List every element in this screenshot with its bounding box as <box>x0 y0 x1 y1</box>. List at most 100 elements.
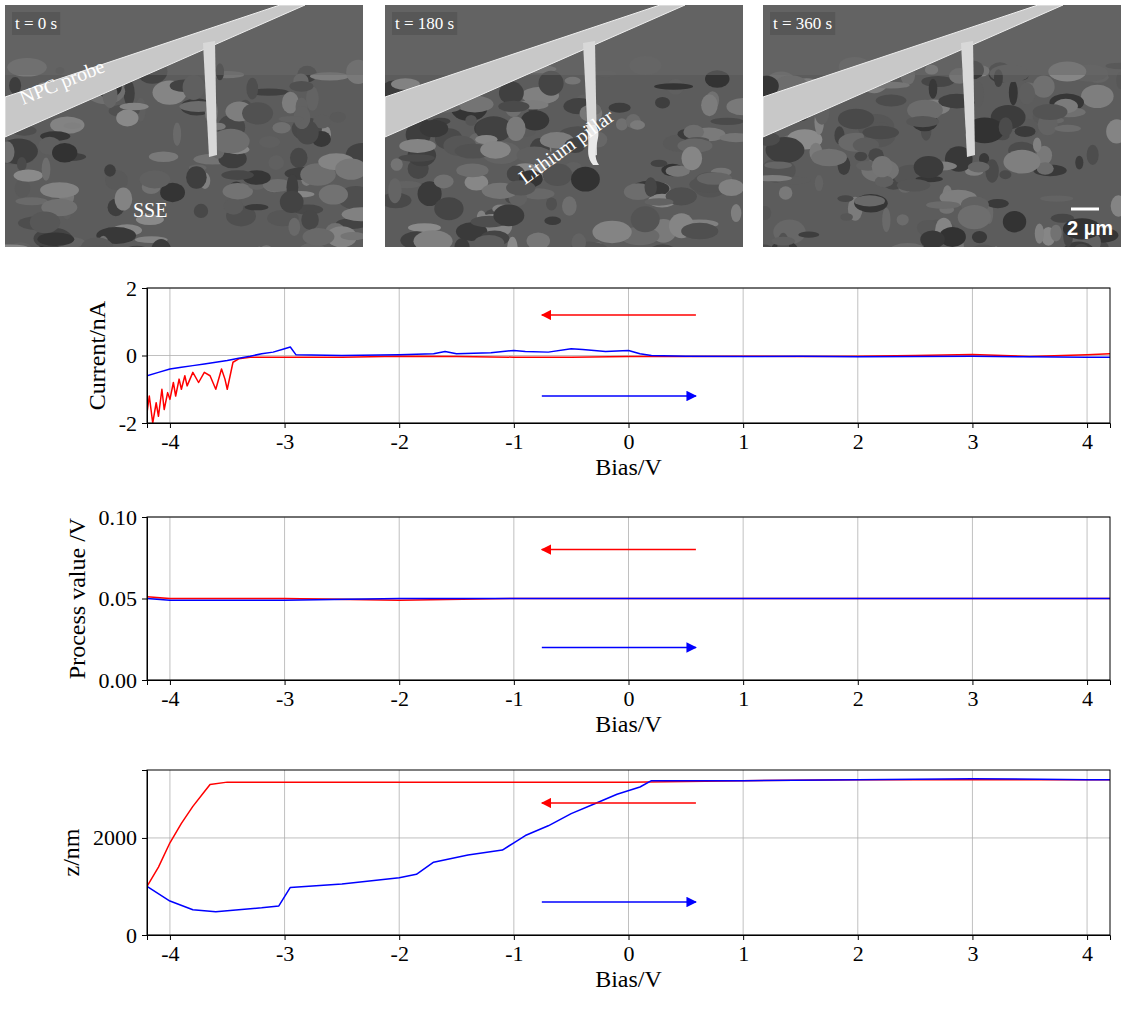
grain <box>838 109 874 129</box>
grain <box>1072 244 1091 247</box>
grain <box>882 208 890 232</box>
grain <box>15 179 31 197</box>
tick-label: -1 <box>505 686 523 711</box>
grain <box>1033 104 1068 120</box>
grain <box>920 230 945 247</box>
grain <box>681 147 702 171</box>
grain <box>987 199 1009 208</box>
grain <box>183 75 205 100</box>
series-line <box>147 599 1110 601</box>
grain <box>224 198 244 215</box>
axis-line <box>142 289 148 424</box>
grid <box>147 288 1110 423</box>
grain <box>971 244 996 247</box>
micrograph-image <box>5 5 363 247</box>
sweep-arrow <box>542 647 696 649</box>
grain <box>340 232 363 240</box>
tick-label: -2 <box>391 429 409 454</box>
grid-line-x <box>513 770 514 935</box>
grain <box>246 78 258 100</box>
grain <box>1015 126 1036 137</box>
grain <box>434 197 463 220</box>
tick-label: 2 <box>853 941 864 966</box>
tick-label: 4 <box>1082 686 1093 711</box>
tick-mark <box>170 423 171 428</box>
tick-label: 3 <box>967 429 978 454</box>
grain <box>731 204 741 222</box>
grain <box>929 79 938 99</box>
grain <box>115 187 133 210</box>
tick-label: 0 <box>624 941 635 966</box>
grid-line-y <box>147 837 1110 838</box>
grain <box>474 235 505 247</box>
grain <box>1035 223 1044 243</box>
tick-label: 2000 <box>93 825 137 850</box>
grain <box>562 196 577 216</box>
time-label-box <box>770 12 835 35</box>
grain <box>644 198 673 205</box>
tick-label: 2 <box>853 429 864 454</box>
y-axis-title: Process value /V <box>64 517 90 679</box>
grain <box>1055 125 1081 132</box>
grain <box>498 101 529 112</box>
tick-mark <box>858 935 859 940</box>
y-axis-title: Current/nA <box>84 300 110 410</box>
micrograph-background <box>385 5 743 247</box>
grain <box>17 157 27 171</box>
grid-line-x <box>284 770 285 935</box>
grain <box>5 141 15 163</box>
tick: 3 <box>967 935 978 966</box>
grain <box>565 77 581 85</box>
grain <box>42 157 51 180</box>
plot-area <box>147 779 1110 912</box>
tick-mark <box>399 680 400 685</box>
tick-mark <box>142 935 147 936</box>
tick-mark <box>629 680 630 685</box>
tick-label: 4 <box>1082 941 1093 966</box>
grain <box>64 123 81 129</box>
grain <box>1106 119 1121 143</box>
grain <box>245 204 269 210</box>
grain <box>779 186 793 199</box>
grain <box>388 178 402 203</box>
grain <box>119 246 154 247</box>
grain <box>186 166 207 188</box>
time-label: t = 360 s <box>773 14 832 33</box>
grain <box>290 148 308 168</box>
time-label-box <box>12 12 60 35</box>
grain <box>681 223 718 239</box>
tick: -2 <box>391 423 409 454</box>
grain <box>683 125 704 139</box>
grain <box>221 170 254 180</box>
tick: -3 <box>276 423 294 454</box>
grain <box>1009 80 1018 105</box>
grain <box>1003 150 1040 174</box>
grain <box>999 170 1011 179</box>
grain <box>434 174 454 188</box>
tick-label: -4 <box>161 941 179 966</box>
grain <box>811 149 847 167</box>
plot-area <box>147 347 1110 423</box>
tick: -2 <box>391 935 409 966</box>
grain <box>872 156 893 177</box>
grain <box>572 233 586 247</box>
tick-mark <box>142 680 147 681</box>
micrograph-image <box>763 5 1121 247</box>
tick: 2 <box>853 423 864 454</box>
grain <box>37 246 46 247</box>
tick-label: -1 <box>505 429 523 454</box>
grid <box>147 517 1110 680</box>
grain <box>616 118 628 130</box>
x-axis: -4-3-2-101234 <box>148 423 1111 454</box>
scale-bar-label: 2 µm <box>1067 217 1113 239</box>
tick-mark <box>399 423 400 428</box>
grain <box>763 246 782 247</box>
grain <box>926 201 960 209</box>
axis-line <box>148 936 1111 941</box>
tick: -2 <box>119 411 147 436</box>
tick: -4 <box>161 935 179 966</box>
sweep-arrow <box>542 802 696 804</box>
grain <box>609 103 631 113</box>
tick-label: 0.00 <box>99 668 138 693</box>
micrograph-panel: t = 0 sNPC probeSSE <box>0 5 381 271</box>
